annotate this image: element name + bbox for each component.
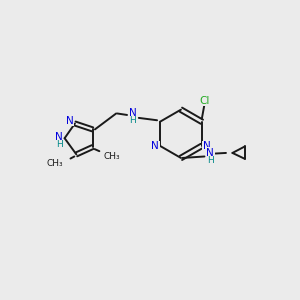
Text: Cl: Cl <box>199 95 209 106</box>
Text: H: H <box>56 140 63 149</box>
Text: N: N <box>151 142 159 152</box>
Text: CH₃: CH₃ <box>104 152 120 161</box>
Text: H: H <box>207 156 214 165</box>
Text: N: N <box>206 148 214 158</box>
Text: N: N <box>203 142 211 152</box>
Text: N: N <box>129 108 137 118</box>
Text: N: N <box>66 116 74 126</box>
Text: N: N <box>55 132 63 142</box>
Text: H: H <box>130 116 136 125</box>
Text: CH₃: CH₃ <box>46 159 63 168</box>
